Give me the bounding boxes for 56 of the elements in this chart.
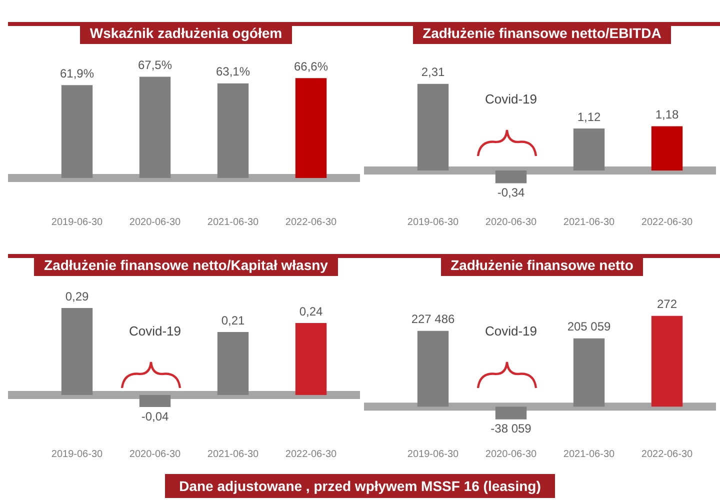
data-label: 1,12: [577, 110, 601, 124]
bar: [217, 332, 249, 395]
data-label: 0,29: [65, 289, 89, 304]
annotation: Covid-19: [128, 324, 182, 339]
x-tick-label: 2021-06-30: [563, 448, 616, 460]
bar: [61, 85, 93, 178]
annotation: Covid-19: [484, 324, 538, 339]
bar: [417, 330, 449, 407]
data-label: 2,31: [421, 65, 445, 80]
data-label: 0,24: [299, 304, 323, 318]
annotation: 272: [656, 297, 678, 312]
x-tick-label: 2020-06-30: [129, 216, 182, 228]
chart-title: Wskaźnik zadłużenia ogółem: [80, 22, 292, 44]
bar: [651, 316, 683, 407]
bar: [495, 170, 527, 184]
x-tick-label: 2020-06-30: [485, 216, 538, 228]
bar: [295, 323, 327, 395]
x-tick-label: 2021-06-30: [207, 216, 260, 228]
x-tick-label: 2022-06-30: [285, 448, 338, 460]
x-tick-label: 2022-06-30: [641, 216, 694, 228]
data-label: 227 486: [411, 312, 456, 326]
text: Dane adjustowane , przed wpływem MSSF 16 (leasing): [165, 474, 555, 498]
bar: [139, 395, 171, 407]
x-tick-label: 2022-06-30: [285, 216, 338, 228]
x-tick-label: 2020-06-30: [129, 448, 182, 460]
x-tick-label: 2022-06-30: [641, 448, 694, 460]
x-tick-label: 2019-06-30: [51, 448, 104, 460]
x-tick-label: 2019-06-30: [407, 216, 460, 228]
bar: [217, 83, 249, 178]
data-label: 0,21: [221, 313, 245, 328]
x-tick-label: 2021-06-30: [207, 448, 260, 460]
data-label: 67,5%: [138, 58, 172, 72]
x-tick-label: 2019-06-30: [407, 448, 460, 460]
bar: [573, 338, 605, 407]
bar: [573, 128, 605, 170]
bar: [651, 126, 683, 170]
annotation: Covid-19: [484, 92, 538, 107]
data-label: 1,18: [655, 108, 679, 122]
chart-title: Zadłużenie finansowe netto/EBITDA: [412, 22, 672, 44]
bar: [295, 78, 327, 178]
data-label: -0,34: [497, 186, 525, 200]
bar: [417, 84, 449, 170]
data-label: 61,9%: [60, 66, 94, 80]
chart-title: Zadłużenie finansowe netto/Kapitał własny: [34, 254, 338, 276]
x-tick-label: 2021-06-30: [563, 216, 616, 228]
data-label: 66,6%: [294, 59, 328, 74]
bar: [139, 76, 171, 178]
chart-title: Zadłużenie finansowe netto: [440, 254, 644, 276]
x-tick-label: 2019-06-30: [51, 216, 104, 228]
x-tick-label: 2020-06-30: [485, 448, 538, 460]
bar: [495, 406, 527, 420]
data-label: 205 059: [567, 320, 612, 334]
data-label: 63,1%: [216, 64, 250, 79]
bar: [61, 308, 93, 395]
data-label: -38 059: [490, 422, 532, 436]
data-label: -0,04: [141, 409, 169, 424]
